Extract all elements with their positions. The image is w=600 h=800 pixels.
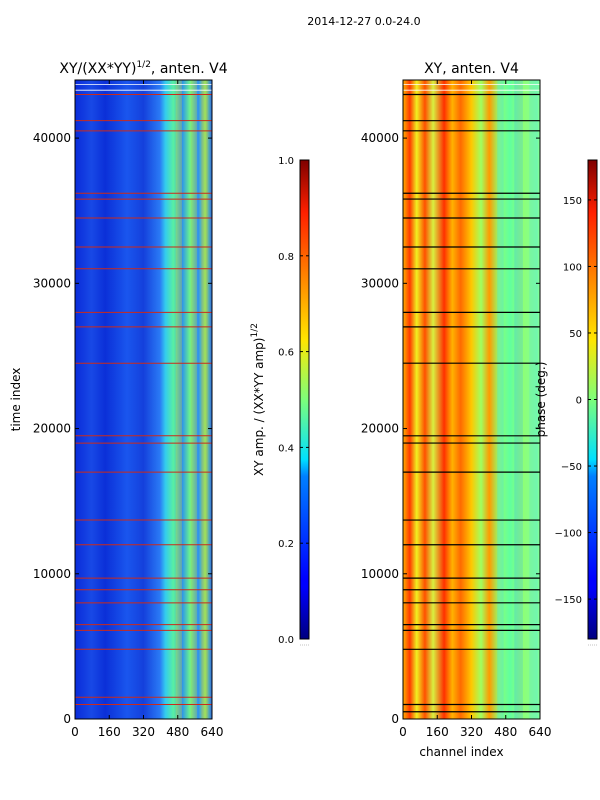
amp-colorbar-tick-label: 0.6	[278, 348, 294, 359]
phase-ytick-label: 10000	[361, 567, 399, 581]
amp-ytick-label: 40000	[33, 131, 71, 145]
phase-xtick-label: 0	[399, 725, 407, 739]
phase-ytick-label: 30000	[361, 276, 399, 290]
amp-colorbar-tick-label: 0.2	[278, 539, 294, 550]
phase-stripe	[514, 80, 523, 719]
phase-colorbar-tick-label: −50	[561, 462, 582, 473]
amp-heatmap-image	[75, 80, 212, 719]
amp-colorbar	[299, 159, 310, 640]
amp-ytick-label: 0	[63, 712, 71, 726]
amp-xtick-label: 640	[201, 725, 224, 739]
phase-xtick-label: 160	[426, 725, 449, 739]
phase-colorbar-label: phase (deg.)	[534, 362, 548, 438]
amp-stripe	[175, 80, 183, 719]
phase-ytick-label: 40000	[361, 131, 399, 145]
amp-title: XY/(XX*YY)1/2, anten. V4	[59, 60, 227, 77]
amp-ytick-label: 30000	[33, 276, 71, 290]
amp-ytick-label: 10000	[33, 567, 71, 581]
phase-stripe	[529, 80, 538, 719]
phase-colorbar-tick-label: 100	[563, 262, 582, 273]
figure-suptitle: 2014-12-27 0.0-24.0	[307, 15, 421, 28]
phase-xlabel: channel index	[419, 745, 503, 759]
amp-colorbar-tick-label: 1.0	[278, 156, 294, 167]
amp-ylabel: time index	[9, 368, 23, 432]
phase-xtick-label: 320	[460, 725, 483, 739]
phase-title: XY, anten. V4	[424, 61, 519, 77]
phase-colorbar-tick-label: 50	[569, 329, 582, 340]
amp-xtick-label: 160	[98, 725, 121, 739]
amp-stripe	[190, 80, 198, 719]
phase-ytick-label: 20000	[361, 422, 399, 436]
phase-xtick-label: 640	[529, 725, 552, 739]
phase-colorbar-tick-label: −150	[555, 595, 582, 606]
amp-colorbar-tick-label: 0.0	[278, 635, 294, 646]
amp-xtick-label: 0	[71, 725, 79, 739]
phase-xtick-label: 480	[494, 725, 517, 739]
amp-colorbar-label: XY amp. / (XX*YY amp)1/2	[250, 323, 266, 476]
amp-xtick-label: 320	[132, 725, 155, 739]
phase-stripe	[497, 80, 504, 719]
amp-stripe	[201, 80, 208, 719]
amp-colorbar-tick-label: 0.4	[278, 443, 294, 454]
phase-heatmap-image	[403, 80, 540, 719]
amp-colorbar-tick-label: 0.8	[278, 252, 294, 263]
phase-colorbar-tick-label: −100	[555, 529, 582, 540]
phase-colorbar-tick-label: 0	[576, 396, 582, 407]
amp-ytick-label: 20000	[33, 422, 71, 436]
phase-colorbar-tick-label: 150	[563, 196, 582, 207]
amp-xtick-label: 480	[166, 725, 189, 739]
phase-ytick-label: 0	[391, 712, 399, 726]
